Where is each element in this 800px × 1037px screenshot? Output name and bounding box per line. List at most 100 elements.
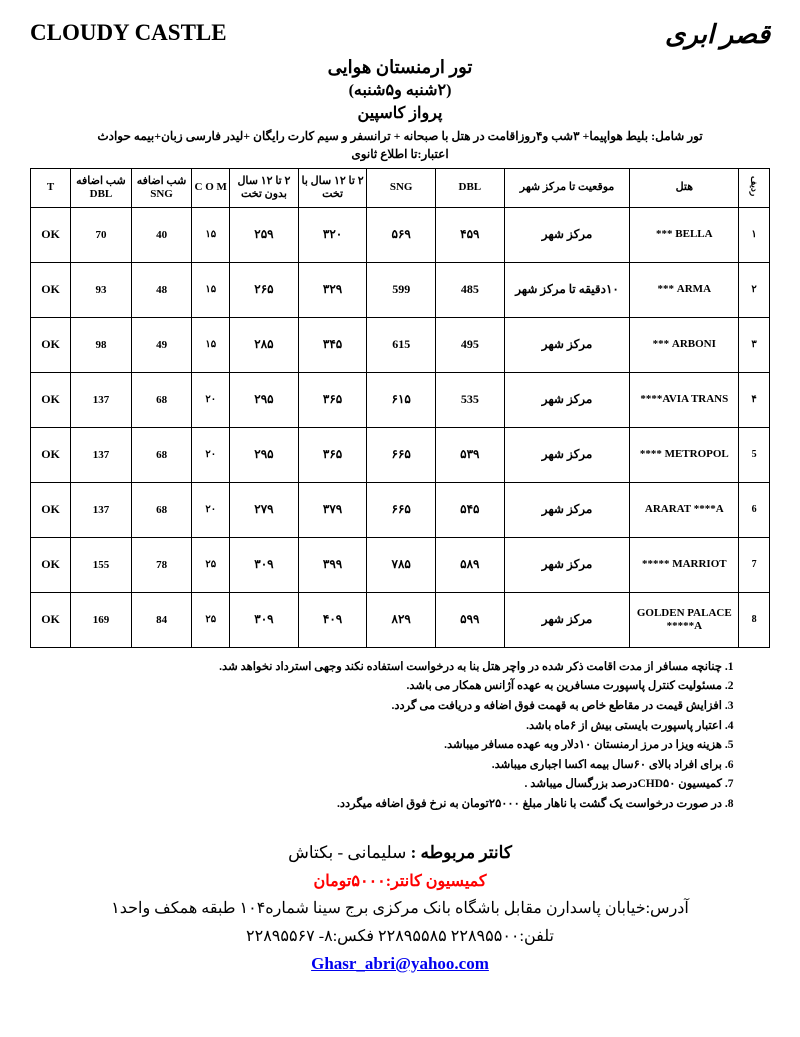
cell-chd-nobed: ۲۶۵ bbox=[230, 262, 299, 317]
note-item: کمیسیون CHD۵۰درصد بزرگسال میباشد . bbox=[30, 775, 722, 795]
cell-idx: 8 bbox=[739, 592, 770, 647]
cell-chd-bed: ۳۴۵ bbox=[298, 317, 367, 372]
cell-chd-nobed: ۳۰۹ bbox=[230, 592, 299, 647]
cell-hotel: GOLDEN PALACE *****A bbox=[630, 592, 739, 647]
cell-ext-dbl: 137 bbox=[71, 427, 132, 482]
commission-line: کمیسیون کانتر:۵۰۰۰تومان bbox=[30, 868, 770, 895]
email-line: Ghasr_abri@yahoo.com bbox=[30, 950, 770, 979]
tour-flight: پرواز کاسپین bbox=[30, 103, 770, 125]
cell-dbl: ۵۴۵ bbox=[436, 482, 505, 537]
cell-sng: 599 bbox=[367, 262, 436, 317]
cell-idx: 5 bbox=[739, 427, 770, 482]
notes-section: چنانچه مسافر از مدت اقامت ذکر شده در واچ… bbox=[30, 658, 770, 814]
th-extra-dbl: شب اضافه DBL bbox=[71, 168, 132, 207]
cell-ext-dbl: 137 bbox=[71, 372, 132, 427]
cell-com: ۲۰ bbox=[192, 482, 230, 537]
cell-location: مرکز شهر bbox=[504, 427, 630, 482]
th-chd-nobed: ۲ تا ۱۲ سال بدون تخت bbox=[230, 168, 299, 207]
cell-ext-sng: 49 bbox=[131, 317, 192, 372]
cell-idx: ۲ bbox=[739, 262, 770, 317]
cell-sng: ۷۸۵ bbox=[367, 537, 436, 592]
note-item: افزایش قیمت در مقاطع خاص به قهمت فوق اضا… bbox=[30, 697, 722, 717]
cell-idx: ۳ bbox=[739, 317, 770, 372]
cell-hotel: AVIA TRANS**** bbox=[630, 372, 739, 427]
table-row: 5METROPOL ****مرکز شهر۵۳۹۶۶۵۳۶۵۲۹۵۲۰6813… bbox=[31, 427, 770, 482]
cell-hotel: MARRIOT ***** bbox=[630, 537, 739, 592]
cell-ext-dbl: 169 bbox=[71, 592, 132, 647]
cell-t: OK bbox=[31, 262, 71, 317]
cell-ext-sng: 78 bbox=[131, 537, 192, 592]
table-row: ۱BELLA ***مرکز شهر۴۵۹۵۶۹۳۲۰۲۵۹۱۵4070OK bbox=[31, 207, 770, 262]
cell-ext-dbl: 93 bbox=[71, 262, 132, 317]
th-dbl: DBL bbox=[436, 168, 505, 207]
cell-chd-bed: ۳۲۰ bbox=[298, 207, 367, 262]
note-item: چنانچه مسافر از مدت اقامت ذکر شده در واچ… bbox=[30, 658, 722, 678]
cell-com: ۱۵ bbox=[192, 207, 230, 262]
counter-line: کانتر مربوطه : سلیمانی - بکتاش bbox=[30, 839, 770, 868]
cell-location: مرکز شهر bbox=[504, 207, 630, 262]
cell-location: مرکز شهر bbox=[504, 537, 630, 592]
cell-ext-sng: 68 bbox=[131, 427, 192, 482]
cell-ext-sng: 48 bbox=[131, 262, 192, 317]
cell-com: ۲۵ bbox=[192, 537, 230, 592]
cell-location: مرکز شهر bbox=[504, 317, 630, 372]
cell-idx: ۴ bbox=[739, 372, 770, 427]
cell-idx: ۱ bbox=[739, 207, 770, 262]
note-item: هزینه ویزا در مرز ارمنستان ۱۰دلار وبه عه… bbox=[30, 736, 722, 756]
cell-chd-nobed: ۲۸۵ bbox=[230, 317, 299, 372]
tour-days: (۲شنبه و۵شنبه) bbox=[30, 80, 770, 102]
th-com: C O M bbox=[192, 168, 230, 207]
cell-chd-bed: ۳۹۹ bbox=[298, 537, 367, 592]
th-t: T bbox=[31, 168, 71, 207]
cell-chd-nobed: ۲۵۹ bbox=[230, 207, 299, 262]
th-location: موقعیت تا مرکز شهر bbox=[504, 168, 630, 207]
cell-hotel: ARARAT ****A bbox=[630, 482, 739, 537]
cell-sng: ۸۲۹ bbox=[367, 592, 436, 647]
note-item: در صورت درخواست یک گشت با ناهار مبلغ ۲۵۰… bbox=[30, 795, 722, 815]
th-chd-bed: ۲ تا ۱۲ سال با تخت bbox=[298, 168, 367, 207]
cell-com: ۱۵ bbox=[192, 317, 230, 372]
brand-english: CLOUDY CASTLE bbox=[30, 20, 227, 46]
note-item: مسئولیت کنترل پاسپورت مسافرین به عهده آژ… bbox=[30, 677, 722, 697]
cell-sng: ۶۶۵ bbox=[367, 482, 436, 537]
cell-location: مرکز شهر bbox=[504, 482, 630, 537]
table-row: ۲ARMA ***۱۰دقیقه تا مرکز شهر485599۳۲۹۲۶۵… bbox=[31, 262, 770, 317]
cell-t: OK bbox=[31, 372, 71, 427]
pricing-table: ردیف هتل موقعیت تا مرکز شهر DBL SNG ۲ تا… bbox=[30, 168, 770, 648]
cell-location: ۱۰دقیقه تا مرکز شهر bbox=[504, 262, 630, 317]
table-row: ۴AVIA TRANS****مرکز شهر535۶۱۵۳۶۵۲۹۵۲۰681… bbox=[31, 372, 770, 427]
cell-ext-dbl: 155 bbox=[71, 537, 132, 592]
cell-chd-nobed: ۳۰۹ bbox=[230, 537, 299, 592]
tour-validity: اعتبار:تا اطلاع ثانوی bbox=[30, 147, 770, 162]
cell-chd-nobed: ۲۹۵ bbox=[230, 427, 299, 482]
th-index: ردیف bbox=[739, 168, 770, 207]
cell-com: ۲۵ bbox=[192, 592, 230, 647]
cell-ext-dbl: 70 bbox=[71, 207, 132, 262]
table-row: 7MARRIOT *****مرکز شهر۵۸۹۷۸۵۳۹۹۳۰۹۲۵7815… bbox=[31, 537, 770, 592]
email-link[interactable]: Ghasr_abri@yahoo.com bbox=[311, 954, 489, 973]
address-line: آدرس:خیابان پاسدارن مقابل باشگاه بانک مر… bbox=[30, 895, 770, 922]
cell-sng: 615 bbox=[367, 317, 436, 372]
cell-com: ۲۰ bbox=[192, 372, 230, 427]
cell-ext-sng: 40 bbox=[131, 207, 192, 262]
cell-location: مرکز شهر bbox=[504, 592, 630, 647]
tour-title: تور ارمنستان هوایی bbox=[30, 55, 770, 80]
table-row: 8GOLDEN PALACE *****Aمرکز شهر۵۹۹۸۲۹۴۰۹۳۰… bbox=[31, 592, 770, 647]
cell-dbl: 485 bbox=[436, 262, 505, 317]
cell-chd-bed: ۳۲۹ bbox=[298, 262, 367, 317]
cell-t: OK bbox=[31, 482, 71, 537]
cell-dbl: 495 bbox=[436, 317, 505, 372]
cell-sng: ۵۶۹ bbox=[367, 207, 436, 262]
cell-ext-dbl: 137 bbox=[71, 482, 132, 537]
cell-chd-nobed: ۲۹۵ bbox=[230, 372, 299, 427]
table-header-row: ردیف هتل موقعیت تا مرکز شهر DBL SNG ۲ تا… bbox=[31, 168, 770, 207]
cell-chd-bed: ۳۷۹ bbox=[298, 482, 367, 537]
phones-line: تلفن:۲۲۸۹۵۵۰۰ ۲۲۸۹۵۵۸۵ فکس:۸- ۲۲۸۹۵۵۶۷ bbox=[30, 923, 770, 950]
cell-dbl: ۴۵۹ bbox=[436, 207, 505, 262]
cell-sng: ۶۱۵ bbox=[367, 372, 436, 427]
cell-t: OK bbox=[31, 207, 71, 262]
cell-ext-sng: 84 bbox=[131, 592, 192, 647]
brand-farsi: قصر ابری bbox=[665, 20, 770, 50]
cell-chd-nobed: ۲۷۹ bbox=[230, 482, 299, 537]
th-sng: SNG bbox=[367, 168, 436, 207]
